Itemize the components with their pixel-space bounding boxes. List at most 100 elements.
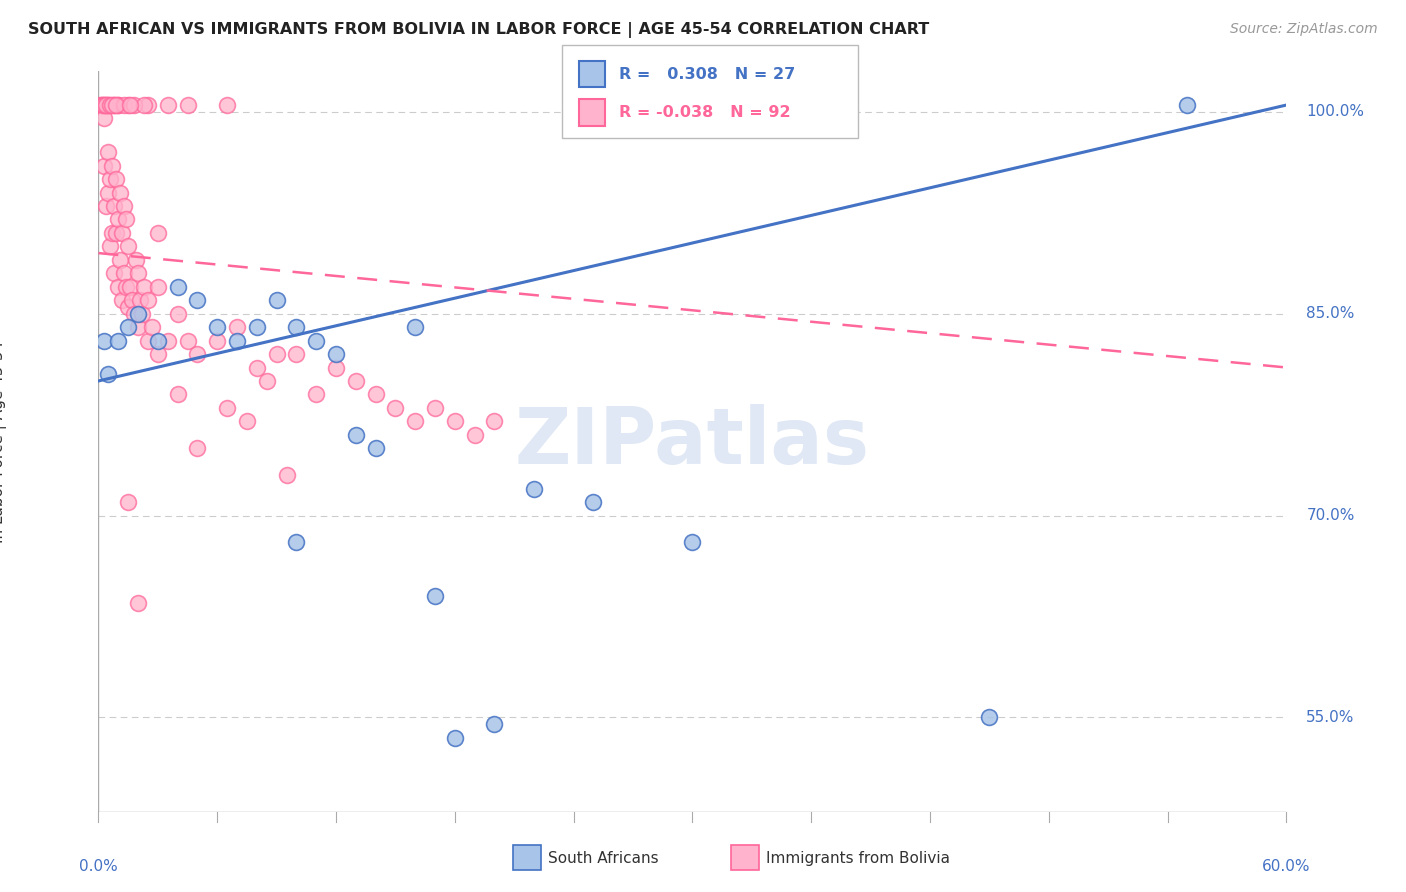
Point [98,172,121,186]
Point [176,334,198,348]
Point [127,266,149,280]
Point [93,159,115,173]
Point [112,98,135,112]
Text: 100.0%: 100.0% [1306,104,1364,120]
Point [112,199,135,213]
Point [125,252,148,267]
Point [115,212,138,227]
Point [444,731,467,745]
Text: 0.0%: 0.0% [79,859,118,874]
Point [464,427,486,442]
Point [344,374,367,388]
Point [207,334,229,348]
Point [127,320,149,334]
Point [146,347,169,361]
Point [108,252,131,267]
Point [217,401,239,415]
Text: South Africans: South Africans [548,851,659,865]
Point [285,535,308,549]
Text: In Labor Force | Age 45-54: In Labor Force | Age 45-54 [0,341,7,542]
Point [186,293,208,308]
Point [166,387,188,401]
Point [266,347,288,361]
Point [98,239,121,253]
Point [97,145,120,160]
Point [103,199,125,213]
Point [523,482,546,496]
Point [117,239,139,253]
Point [96,98,118,112]
Point [146,279,169,293]
Point [93,112,115,126]
Point [364,387,387,401]
Point [582,495,605,509]
Point [484,717,506,731]
Point [207,320,229,334]
Text: 70.0%: 70.0% [1306,508,1354,523]
Point [132,98,155,112]
Point [103,266,125,280]
Point [1177,98,1199,112]
Point [107,279,129,293]
Point [111,226,134,240]
Point [93,334,115,348]
Point [285,347,308,361]
Point [91,98,114,112]
Point [325,347,347,361]
Point [97,368,120,382]
Point [101,159,124,173]
Point [101,98,124,112]
Point [681,535,703,549]
Text: ZIPatlas: ZIPatlas [515,403,870,480]
Point [176,98,198,112]
Text: Immigrants from Bolivia: Immigrants from Bolivia [766,851,950,865]
Point [96,98,118,112]
Point [89,98,111,112]
Point [285,320,308,334]
Text: 55.0%: 55.0% [1306,710,1354,725]
Point [122,98,145,112]
Point [246,320,269,334]
Text: 60.0%: 60.0% [1263,859,1310,874]
Point [105,172,128,186]
Point [117,98,139,112]
Point [276,468,298,483]
Point [97,186,120,200]
Point [146,226,169,240]
Point [107,98,129,112]
Point [166,279,188,293]
Point [136,98,159,112]
Point [404,320,426,334]
Point [186,347,208,361]
Point [107,212,129,227]
Point [120,279,142,293]
Point [444,414,467,428]
Point [112,266,135,280]
Point [364,442,387,456]
Point [344,427,367,442]
Point [103,98,125,112]
Point [107,98,129,112]
Point [423,590,446,604]
Text: R =   0.308   N = 27: R = 0.308 N = 27 [619,67,794,81]
Point [97,98,120,112]
Point [305,387,328,401]
Point [484,414,506,428]
Point [226,320,249,334]
Point [166,307,188,321]
Point [146,334,169,348]
Point [246,360,269,375]
Point [186,442,208,456]
Point [117,495,139,509]
Point [101,226,124,240]
Point [305,334,328,348]
Point [256,374,278,388]
Point [131,307,153,321]
Point [136,334,159,348]
Text: SOUTH AFRICAN VS IMMIGRANTS FROM BOLIVIA IN LABOR FORCE | AGE 45-54 CORRELATION : SOUTH AFRICAN VS IMMIGRANTS FROM BOLIVIA… [28,22,929,38]
Point [129,293,152,308]
Point [117,320,139,334]
Point [132,279,155,293]
Point [97,98,120,112]
Point [266,293,288,308]
